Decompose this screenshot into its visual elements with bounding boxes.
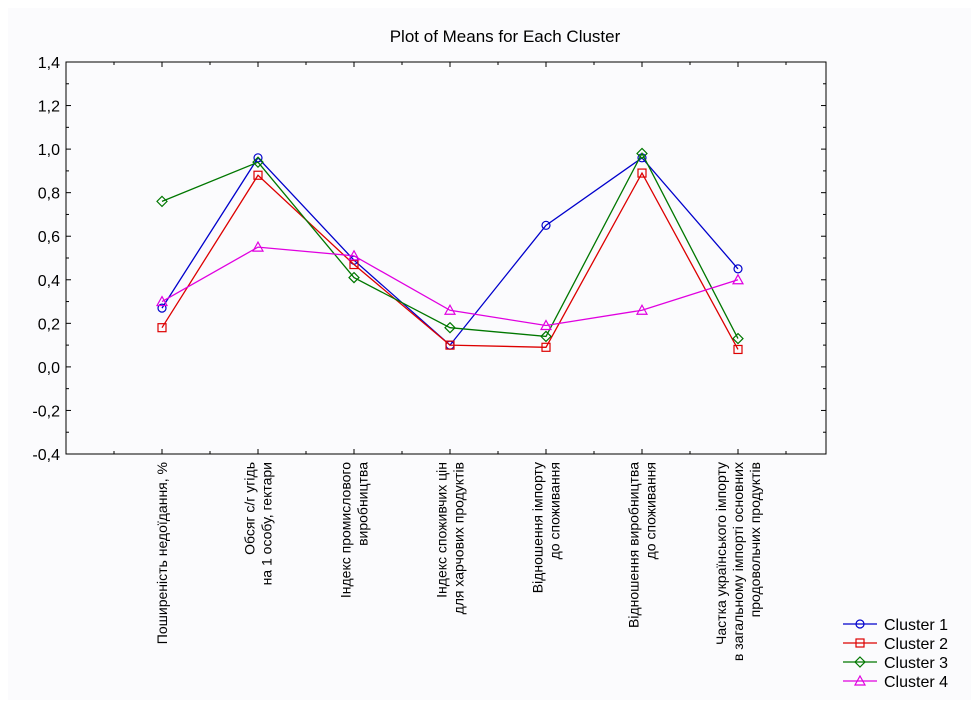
x-category-label: продовольчих продуктів xyxy=(747,462,763,617)
data-point xyxy=(157,323,167,333)
chart-background xyxy=(8,8,971,700)
x-category-label: в загальному імпорті основних xyxy=(730,462,746,661)
data-point xyxy=(636,147,648,160)
legend-item: Cluster 2 xyxy=(843,636,948,653)
data-point xyxy=(853,674,867,686)
series-line xyxy=(161,152,739,339)
x-category-label: Обсяг с/г угідь xyxy=(242,462,258,555)
data-point xyxy=(540,330,552,343)
x-category-label: Індекс промислового xyxy=(338,462,354,598)
series-cluster-3 xyxy=(156,147,744,345)
legend-label: Cluster 1 xyxy=(884,617,948,634)
data-point xyxy=(732,332,744,345)
series-cluster-1 xyxy=(157,153,743,350)
data-point xyxy=(251,240,265,252)
x-category-label: виробництва xyxy=(355,462,371,546)
data-point xyxy=(731,273,745,285)
y-tick-label: 1,0 xyxy=(38,142,60,159)
data-point xyxy=(443,304,457,315)
series-line xyxy=(161,171,739,350)
series-layer xyxy=(155,147,745,355)
data-point xyxy=(156,195,168,208)
series-line xyxy=(161,156,739,347)
series-cluster-2 xyxy=(157,168,743,355)
legend: Cluster 1 Cluster 2 Cluster 3 Cluster 4 xyxy=(843,617,948,691)
data-point xyxy=(444,321,456,334)
y-axis: 1,4 1,2 1,0 0,8 0,6 0,4 0,2 0,0 -0,2 -0,4 xyxy=(32,55,826,464)
data-point xyxy=(252,156,264,169)
legend-label: Cluster 4 xyxy=(884,674,948,691)
data-point xyxy=(854,656,866,668)
plot-area xyxy=(65,61,827,455)
data-point xyxy=(541,342,551,352)
y-tick-label: 1,2 xyxy=(38,99,60,116)
data-point xyxy=(541,220,551,230)
data-point xyxy=(347,249,361,261)
data-point xyxy=(348,271,360,284)
legend-item: Cluster 1 xyxy=(843,617,948,634)
data-point xyxy=(733,264,743,274)
y-tick-label: 0,6 xyxy=(38,229,60,246)
legend-item: Cluster 3 xyxy=(843,655,948,672)
data-point xyxy=(733,344,743,355)
x-category-label: Відношення імпорту xyxy=(530,462,546,593)
y-tick-label: 0,2 xyxy=(38,316,60,333)
data-point xyxy=(253,170,263,180)
legend-label: Cluster 3 xyxy=(884,655,948,672)
legend-item: Cluster 4 xyxy=(843,674,948,691)
data-point xyxy=(637,168,647,178)
data-point xyxy=(349,259,359,270)
data-point xyxy=(155,295,169,307)
x-axis: Поширеність недоїдання, % Обсяг с/г угідь… xyxy=(113,62,787,661)
data-point xyxy=(855,619,865,629)
x-category-label: на 1 особу, гектари xyxy=(259,462,275,585)
chart-title: Plot of Means for Each Cluster xyxy=(390,27,621,46)
series-cluster-4 xyxy=(155,240,745,331)
y-tick-label: -0,2 xyxy=(32,403,60,420)
x-category-label: Поширеність недоїдання, % xyxy=(154,462,170,644)
y-tick-label: 0,8 xyxy=(38,186,60,203)
x-category-label: Частка українського імпорту xyxy=(713,462,729,645)
y-tick-label: -0,4 xyxy=(32,447,60,464)
data-point xyxy=(157,303,167,313)
data-point xyxy=(635,304,649,315)
x-category-label: Відношення виробництва xyxy=(626,462,642,628)
data-point xyxy=(445,340,455,350)
y-tick-label: 1,4 xyxy=(38,55,60,72)
series-line xyxy=(161,246,739,327)
x-category-label: для харчових продуктів xyxy=(451,462,467,614)
y-tick-label: 0,4 xyxy=(38,273,60,290)
data-point xyxy=(539,319,553,331)
y-tick-label: 0,0 xyxy=(38,360,60,377)
x-category-label: до споживання xyxy=(643,462,659,559)
x-category-label: до споживання xyxy=(547,462,563,559)
x-category-label: Індекс споживчих цін xyxy=(434,462,450,598)
data-point xyxy=(855,638,865,648)
legend-label: Cluster 2 xyxy=(884,636,948,653)
